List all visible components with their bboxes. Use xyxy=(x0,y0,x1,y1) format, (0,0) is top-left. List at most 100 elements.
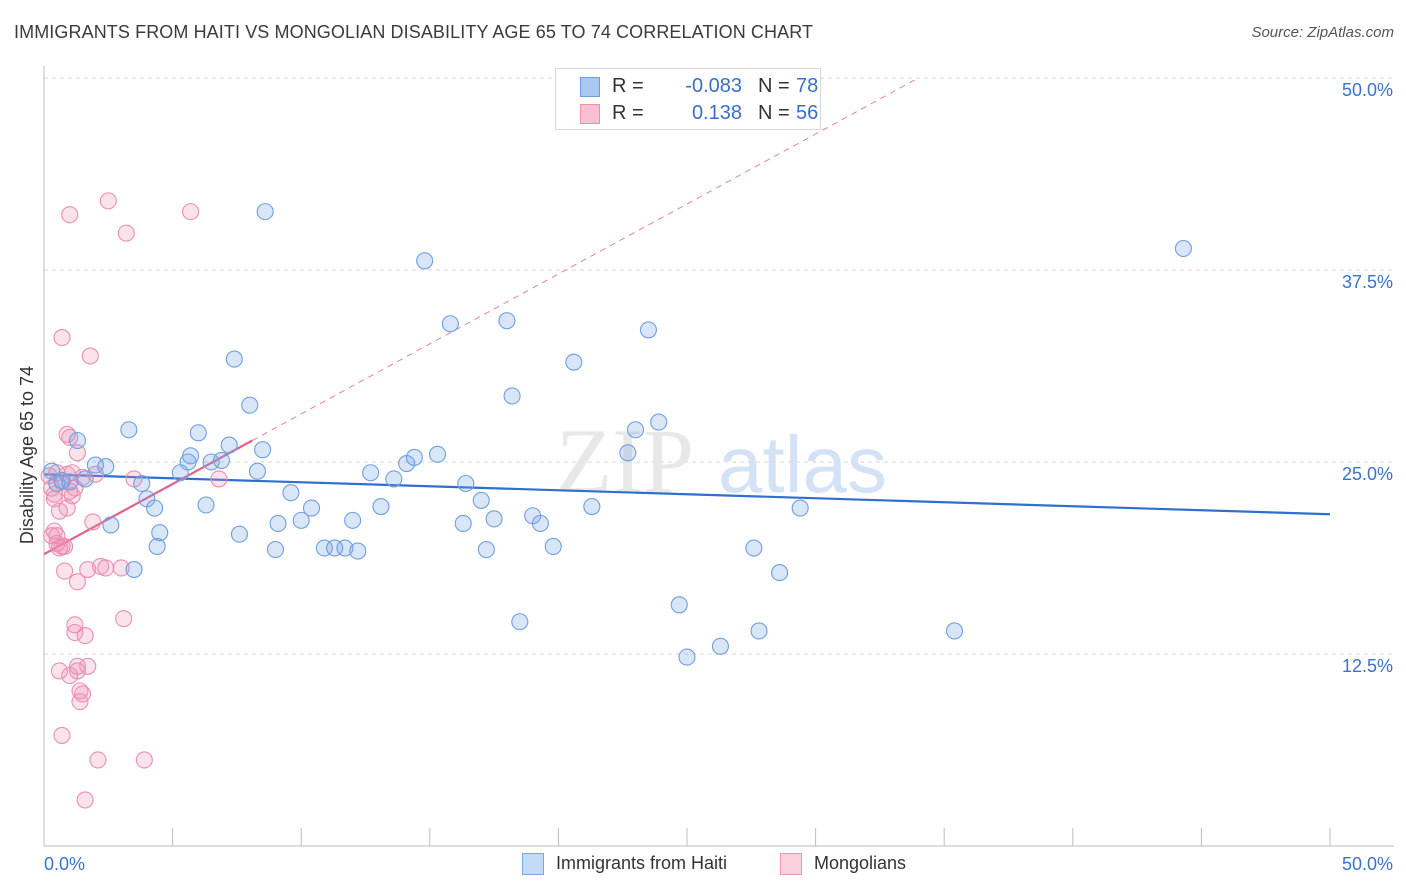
point-haiti xyxy=(76,470,94,488)
point-mongolians xyxy=(74,468,92,486)
point-mongolians xyxy=(115,610,133,628)
point-haiti xyxy=(745,539,763,557)
point-haiti xyxy=(148,537,166,556)
watermark-zip: ZIP xyxy=(556,410,694,512)
point-haiti xyxy=(627,421,645,439)
point-haiti xyxy=(454,514,472,532)
point-mongolians xyxy=(56,537,74,556)
point-haiti xyxy=(97,458,115,476)
point-mongolians xyxy=(56,562,74,580)
x-tick-label: 0.0% xyxy=(44,854,85,874)
point-mongolians xyxy=(135,751,153,769)
y-tick-label: 50.0% xyxy=(1342,80,1393,100)
point-haiti xyxy=(362,464,380,482)
point-mongolians xyxy=(74,685,92,703)
point-haiti xyxy=(315,539,333,557)
trend-line-haiti xyxy=(43,473,1331,516)
point-haiti xyxy=(771,564,789,582)
point-mongolians xyxy=(68,657,86,675)
point-haiti xyxy=(405,448,423,466)
point-haiti xyxy=(220,436,238,454)
point-haiti xyxy=(583,497,601,516)
point-haiti xyxy=(372,497,390,516)
point-mongolians xyxy=(99,192,117,210)
point-haiti xyxy=(151,524,169,542)
point-haiti xyxy=(48,474,66,493)
point-mongolians xyxy=(53,726,71,744)
trend-line-mongolians-extension xyxy=(252,77,919,441)
chart-title: IMMIGRANTS FROM HAITI VS MONGOLIAN DISAB… xyxy=(14,22,814,42)
legend-n-value: 56 xyxy=(796,102,819,124)
point-mongolians xyxy=(89,751,107,769)
point-mongolians xyxy=(81,347,99,365)
source-label: Source: ZipAtlas.com xyxy=(1251,24,1394,41)
y-tick-label: 37.5% xyxy=(1342,272,1393,292)
point-mongolians xyxy=(50,662,68,680)
point-haiti xyxy=(650,413,668,431)
point-haiti xyxy=(945,622,964,640)
legend-r-value: -0.083 xyxy=(685,75,742,97)
point-haiti xyxy=(266,541,285,559)
point-mongolians xyxy=(68,662,86,680)
point-haiti xyxy=(711,637,729,655)
point-mongolians xyxy=(76,791,94,809)
point-haiti xyxy=(212,451,231,470)
legend-r-label: R = xyxy=(612,102,644,124)
legend-label-mongolians: Mongolians xyxy=(814,853,907,873)
point-mongolians xyxy=(84,513,102,531)
point-haiti xyxy=(639,321,657,339)
point-haiti xyxy=(544,537,562,556)
point-mongolians xyxy=(182,203,200,221)
point-haiti xyxy=(125,560,143,579)
legend-n-label: N = xyxy=(758,102,790,124)
point-haiti xyxy=(302,499,321,517)
point-mongolians xyxy=(63,487,81,505)
point-mongolians xyxy=(43,527,61,545)
legend-swatch-mongolians xyxy=(780,853,802,875)
point-haiti xyxy=(254,441,272,459)
point-mongolians xyxy=(79,560,97,579)
data-points xyxy=(40,192,1192,809)
point-haiti xyxy=(485,510,503,528)
point-haiti xyxy=(326,539,344,557)
point-mongolians xyxy=(117,224,135,242)
point-haiti xyxy=(619,444,637,462)
point-haiti xyxy=(225,350,243,368)
x-tick-label: 50.0% xyxy=(1342,854,1393,874)
point-haiti xyxy=(292,511,310,529)
point-haiti xyxy=(498,312,516,330)
point-haiti xyxy=(503,387,521,405)
legend-r-value: 0.138 xyxy=(691,102,742,124)
y-axis-label: Disability Age 65 to 74 xyxy=(17,366,37,544)
point-haiti xyxy=(385,470,403,488)
legend-label-haiti: Immigrants from Haiti xyxy=(556,853,728,873)
point-mongolians xyxy=(61,206,79,224)
watermark-atlas: atlas xyxy=(718,420,887,509)
legend-n-label: N = xyxy=(758,75,790,97)
point-haiti xyxy=(336,539,354,557)
axes xyxy=(43,66,1394,847)
point-haiti xyxy=(472,491,490,509)
legend-swatch-haiti xyxy=(580,77,600,97)
point-haiti xyxy=(791,499,809,517)
point-mongolians xyxy=(210,470,228,488)
point-haiti xyxy=(241,396,259,414)
point-haiti xyxy=(511,613,529,631)
point-haiti xyxy=(670,596,688,614)
legend-swatch-haiti xyxy=(522,853,544,875)
point-haiti xyxy=(182,447,200,465)
point-mongolians xyxy=(97,559,115,577)
point-haiti xyxy=(120,421,138,439)
point-haiti xyxy=(344,511,362,529)
point-haiti xyxy=(750,622,768,640)
trend-line-mongolians xyxy=(43,439,253,556)
point-haiti xyxy=(477,541,495,559)
point-haiti xyxy=(269,514,287,532)
point-haiti xyxy=(349,542,367,560)
point-mongolians xyxy=(112,559,130,577)
point-haiti xyxy=(678,648,696,666)
point-mongolians xyxy=(53,329,71,347)
correlation-legend: R = -0.083 N = 78 R = 0.138 N = 56 xyxy=(555,68,821,130)
point-haiti xyxy=(146,499,164,517)
